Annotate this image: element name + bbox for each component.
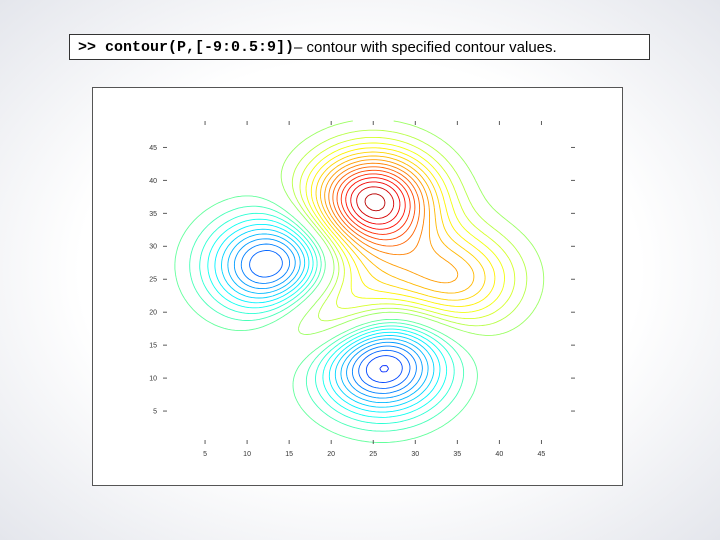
contour-level-2p5 bbox=[310, 147, 496, 307]
contour-level-neg4 bbox=[233, 238, 423, 399]
contour-level-neg5p5 bbox=[365, 355, 403, 383]
x-tick-label-25: 25 bbox=[369, 451, 377, 458]
contour-level-7p5 bbox=[356, 186, 395, 219]
x-tick-label-30: 30 bbox=[411, 451, 419, 458]
axes-box bbox=[163, 121, 575, 444]
y-tick-label-20: 20 bbox=[149, 310, 157, 317]
contour-level-0p5 bbox=[280, 120, 545, 336]
y-tick-label-30: 30 bbox=[149, 244, 157, 251]
caption-box: >> contour(P,[-9:0.5:9]) – contour with … bbox=[69, 34, 650, 60]
contour-level-5 bbox=[332, 166, 421, 247]
y-tick-label-45: 45 bbox=[149, 145, 157, 152]
contour-level-neg1p5 bbox=[199, 212, 455, 424]
contour-level-neg0p5 bbox=[174, 195, 478, 443]
contour-level-neg3p5 bbox=[227, 233, 429, 404]
y-tick-label-35: 35 bbox=[149, 211, 157, 218]
y-tick-label-15: 15 bbox=[149, 343, 157, 350]
contour-lines bbox=[174, 120, 545, 443]
axis-ticks: 5 10 15 20 25 30 35 40 45 5 10 15 20 25 30 35 40 45 bbox=[149, 121, 575, 458]
x-tick-label-15: 15 bbox=[285, 451, 293, 458]
x-tick-label-40: 40 bbox=[495, 451, 503, 458]
contour-plot: 5 10 15 20 25 30 35 40 45 5 10 15 20 25 30 35 40 45 bbox=[149, 120, 575, 458]
contour-level-8 bbox=[364, 193, 386, 212]
x-tick-label-35: 35 bbox=[453, 451, 461, 458]
contour-level-7 bbox=[350, 181, 401, 225]
contour-level-neg2p5 bbox=[214, 223, 441, 413]
x-tick-label-20: 20 bbox=[327, 451, 335, 458]
contour-level-neg1 bbox=[189, 205, 465, 432]
contour-level-6 bbox=[340, 173, 411, 235]
contour-level-4 bbox=[324, 159, 459, 284]
contour-level-neg5 bbox=[249, 249, 411, 389]
caption-code: >> contour(P,[-9:0.5:9]) bbox=[78, 38, 295, 56]
contour-level-3 bbox=[315, 151, 486, 301]
y-tick-label-25: 25 bbox=[149, 277, 157, 284]
contour-level-3p5 bbox=[320, 155, 475, 294]
y-tick-label-5: 5 bbox=[153, 409, 157, 416]
contour-level-4p5 bbox=[328, 162, 425, 256]
contour-level-neg2 bbox=[207, 218, 448, 418]
x-tick-label-10: 10 bbox=[243, 451, 251, 458]
contour-level-neg3 bbox=[221, 228, 435, 408]
contour-level-2 bbox=[305, 142, 505, 313]
x-tick-label-45: 45 bbox=[537, 451, 545, 458]
caption-description: – contour with specified contour values. bbox=[294, 38, 557, 56]
contour-level-5p5 bbox=[336, 169, 416, 241]
contour-level-neg4p5 bbox=[240, 243, 417, 394]
y-tick-label-10: 10 bbox=[149, 376, 157, 383]
contour-level-6p5 bbox=[345, 177, 406, 230]
contour-level-neg6 bbox=[379, 365, 389, 373]
y-tick-label-40: 40 bbox=[149, 178, 157, 185]
x-tick-label-5: 5 bbox=[203, 451, 207, 458]
figure-window: 5 10 15 20 25 30 35 40 45 5 10 15 20 25 30 35 40 45 bbox=[92, 87, 623, 486]
contour-level-1 bbox=[291, 129, 528, 327]
contour-level-1p5 bbox=[299, 136, 516, 320]
